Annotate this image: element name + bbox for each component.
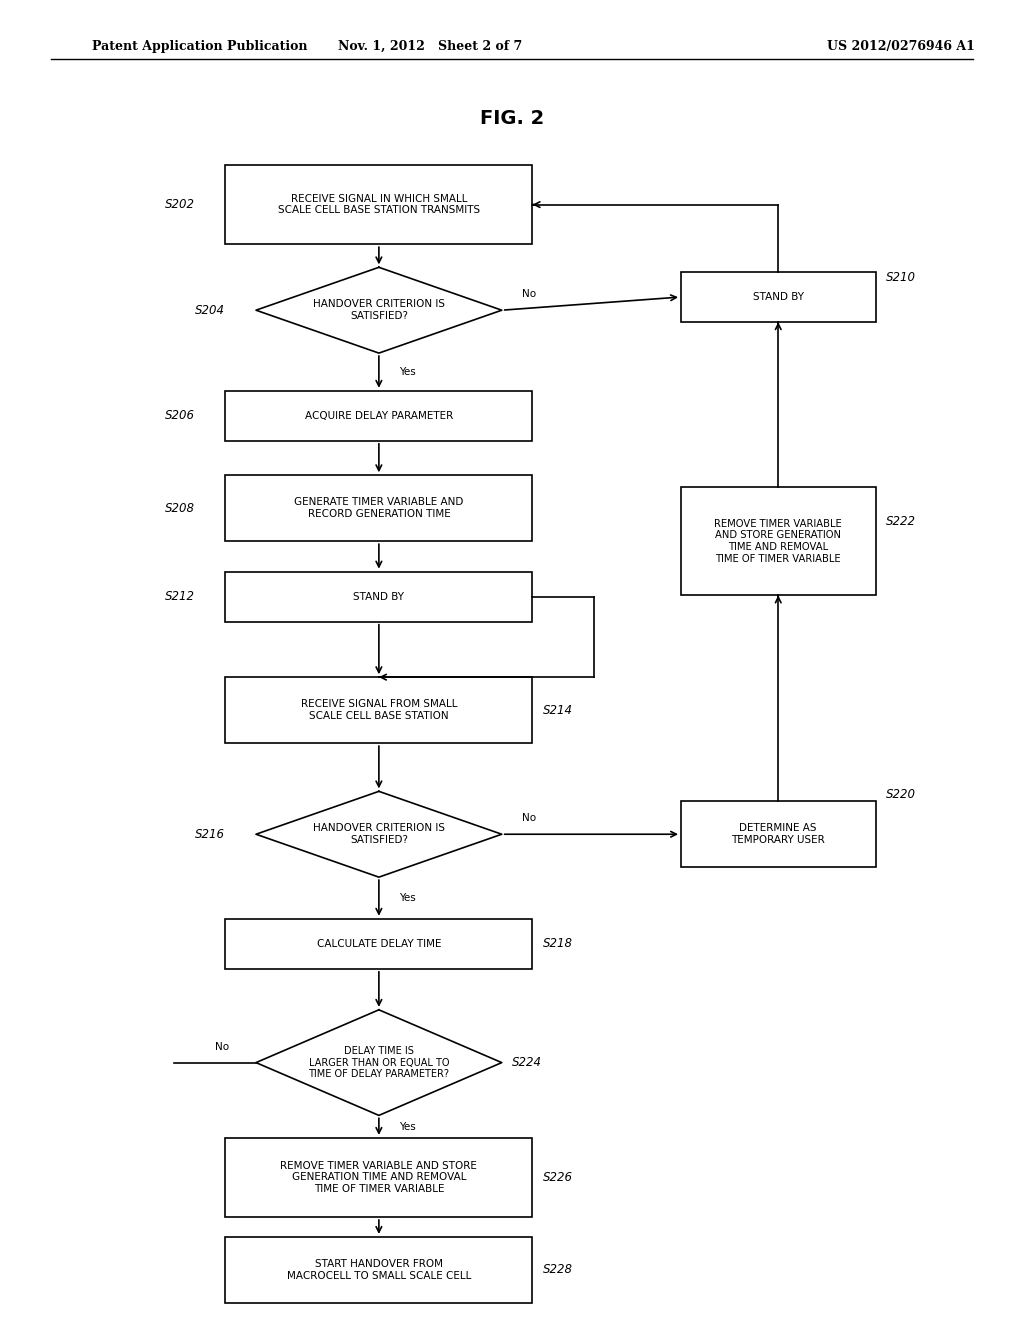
FancyBboxPatch shape: [681, 487, 876, 595]
Text: No: No: [215, 1041, 229, 1052]
Polygon shape: [256, 792, 502, 876]
Text: S220: S220: [886, 788, 915, 801]
Text: RECEIVE SIGNAL FROM SMALL
SCALE CELL BASE STATION: RECEIVE SIGNAL FROM SMALL SCALE CELL BAS…: [301, 700, 457, 721]
Polygon shape: [256, 267, 502, 352]
Text: S212: S212: [165, 590, 195, 603]
FancyBboxPatch shape: [225, 572, 532, 622]
Text: DELAY TIME IS
LARGER THAN OR EQUAL TO
TIME OF DELAY PARAMETER?: DELAY TIME IS LARGER THAN OR EQUAL TO TI…: [308, 1045, 450, 1080]
Text: RECEIVE SIGNAL IN WHICH SMALL
SCALE CELL BASE STATION TRANSMITS: RECEIVE SIGNAL IN WHICH SMALL SCALE CELL…: [278, 194, 480, 215]
FancyBboxPatch shape: [225, 1237, 532, 1303]
Text: S228: S228: [543, 1263, 572, 1276]
Text: S222: S222: [886, 515, 915, 528]
Text: S206: S206: [165, 409, 195, 422]
Polygon shape: [256, 1010, 502, 1115]
Text: FIG. 2: FIG. 2: [480, 110, 544, 128]
Text: HANDOVER CRITERION IS
SATISFIED?: HANDOVER CRITERION IS SATISFIED?: [313, 824, 444, 845]
Text: Yes: Yes: [399, 892, 416, 903]
Text: No: No: [522, 813, 537, 824]
Text: REMOVE TIMER VARIABLE AND STORE
GENERATION TIME AND REMOVAL
TIME OF TIMER VARIAB: REMOVE TIMER VARIABLE AND STORE GENERATI…: [281, 1160, 477, 1195]
Text: GENERATE TIMER VARIABLE AND
RECORD GENERATION TIME: GENERATE TIMER VARIABLE AND RECORD GENER…: [294, 498, 464, 519]
Text: US 2012/0276946 A1: US 2012/0276946 A1: [827, 40, 975, 53]
FancyBboxPatch shape: [681, 801, 876, 867]
Text: No: No: [522, 289, 537, 300]
Text: Patent Application Publication: Patent Application Publication: [92, 40, 307, 53]
FancyBboxPatch shape: [225, 1138, 532, 1217]
Text: S202: S202: [165, 198, 195, 211]
Text: S216: S216: [196, 828, 225, 841]
Text: STAND BY: STAND BY: [353, 591, 404, 602]
Text: S210: S210: [886, 271, 915, 284]
Text: Nov. 1, 2012   Sheet 2 of 7: Nov. 1, 2012 Sheet 2 of 7: [338, 40, 522, 53]
Text: START HANDOVER FROM
MACROCELL TO SMALL SCALE CELL: START HANDOVER FROM MACROCELL TO SMALL S…: [287, 1259, 471, 1280]
Text: ACQUIRE DELAY PARAMETER: ACQUIRE DELAY PARAMETER: [305, 411, 453, 421]
Text: STAND BY: STAND BY: [753, 292, 804, 302]
FancyBboxPatch shape: [225, 391, 532, 441]
Text: HANDOVER CRITERION IS
SATISFIED?: HANDOVER CRITERION IS SATISFIED?: [313, 300, 444, 321]
Text: S218: S218: [543, 937, 572, 950]
Text: S226: S226: [543, 1171, 572, 1184]
Text: S208: S208: [165, 502, 195, 515]
FancyBboxPatch shape: [681, 272, 876, 322]
Text: Yes: Yes: [399, 1122, 416, 1131]
Text: REMOVE TIMER VARIABLE
AND STORE GENERATION
TIME AND REMOVAL
TIME OF TIMER VARIAB: REMOVE TIMER VARIABLE AND STORE GENERATI…: [715, 519, 842, 564]
Text: S214: S214: [543, 704, 572, 717]
FancyBboxPatch shape: [225, 475, 532, 541]
FancyBboxPatch shape: [225, 165, 532, 244]
Text: S204: S204: [196, 304, 225, 317]
FancyBboxPatch shape: [225, 919, 532, 969]
FancyBboxPatch shape: [225, 677, 532, 743]
Text: S224: S224: [512, 1056, 542, 1069]
Text: CALCULATE DELAY TIME: CALCULATE DELAY TIME: [316, 939, 441, 949]
Text: Yes: Yes: [399, 367, 416, 378]
Text: DETERMINE AS
TEMPORARY USER: DETERMINE AS TEMPORARY USER: [731, 824, 825, 845]
